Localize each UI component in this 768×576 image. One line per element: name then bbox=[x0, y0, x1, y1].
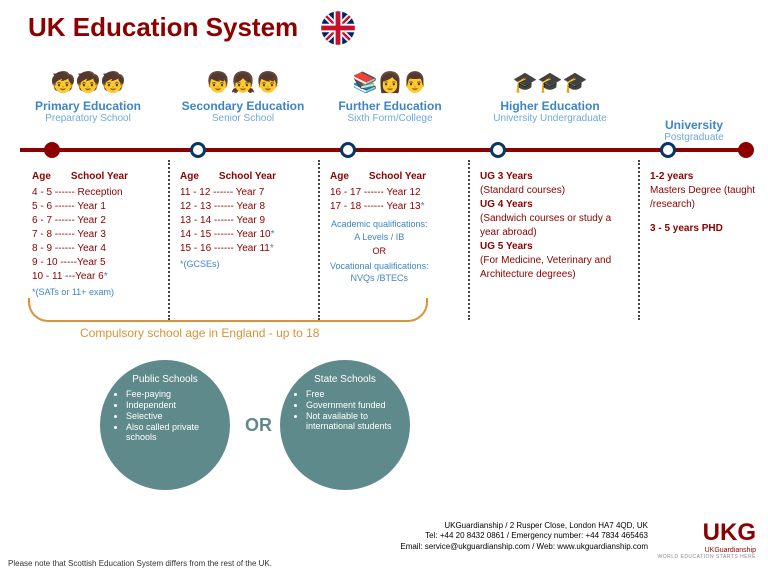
degree-item: UG 5 Years(For Medicine, Veterinary and … bbox=[480, 240, 630, 282]
contact-tel: Tel: +44 20 8432 0861 / Emergency number… bbox=[400, 531, 648, 541]
state-schools-circle: State Schools FreeGovernment fundedNot av… bbox=[280, 360, 410, 490]
circle-item: Also called private schools bbox=[126, 422, 220, 442]
secondary-column: AgeSchool Year 11 - 12 ------ Year 712 - … bbox=[180, 170, 276, 271]
age-year-row: 12 - 13 ------ Year 8 bbox=[180, 200, 276, 214]
qualifications: Academic qualifications:A Levels / IB OR… bbox=[330, 218, 429, 285]
further-column: AgeSchool Year 16 - 17 ------ Year 1217 -… bbox=[330, 170, 429, 285]
timeline-node bbox=[738, 142, 754, 158]
circle-item: Selective bbox=[126, 411, 220, 421]
section-icon: 🎓🎓🎓 bbox=[470, 70, 630, 95]
age-year-row: 15 - 16 ------ Year 11* bbox=[180, 242, 276, 256]
circle-title: State Schools bbox=[290, 374, 400, 385]
section-sub: Postgraduate bbox=[644, 132, 744, 143]
column-separator bbox=[168, 160, 170, 320]
footer-note: Please note that Scottish Education Syst… bbox=[8, 559, 272, 568]
section-icon: 📚👩👨 bbox=[330, 70, 450, 95]
degree-item: UG 3 Years(Standard courses) bbox=[480, 170, 630, 198]
degree-item: 3 - 5 years PHD bbox=[650, 222, 760, 236]
logo-main: UKG bbox=[657, 519, 756, 547]
section-title: University bbox=[644, 118, 744, 132]
section-header: 🎓🎓🎓 Higher EducationUniversity Undergradu… bbox=[470, 70, 630, 124]
section-icon: 🧒🧒🧒 bbox=[28, 70, 148, 95]
circle-title: Public Schools bbox=[110, 374, 220, 385]
primary-column: AgeSchool Year 4 - 5 ------ Reception5 - … bbox=[32, 170, 128, 299]
column-separator bbox=[638, 160, 640, 320]
logo-tag: WORLD EDUCATION STARTS HERE bbox=[657, 554, 756, 560]
col-note: *(GCSEs) bbox=[180, 258, 276, 271]
section-header: 👦👧👦 Secondary EducationSenior School bbox=[178, 70, 308, 124]
section-sub: Senior School bbox=[178, 113, 308, 124]
col-header: AgeSchool Year bbox=[180, 170, 276, 184]
age-year-row: 7 - 8 ------ Year 3 bbox=[32, 228, 128, 242]
section-header: 🧒🧒🧒 Primary EducationPreparatory School bbox=[28, 70, 148, 124]
logo: UKG UKGuardianship WORLD EDUCATION START… bbox=[657, 519, 756, 560]
or-label: OR bbox=[245, 415, 272, 436]
column-separator bbox=[468, 160, 470, 320]
page-title: UK Education System bbox=[28, 12, 298, 43]
timeline-node bbox=[190, 142, 206, 158]
timeline-node bbox=[490, 142, 506, 158]
column-separator bbox=[318, 160, 320, 320]
age-year-row: 11 - 12 ------ Year 7 bbox=[180, 186, 276, 200]
circle-item: Not available to international students bbox=[306, 411, 400, 431]
section-sub: Sixth Form/College bbox=[330, 113, 450, 124]
age-year-row: 6 - 7 ------ Year 2 bbox=[32, 214, 128, 228]
degree-item: UG 4 Years(Sandwich courses or study a y… bbox=[480, 198, 630, 240]
col-header: AgeSchool Year bbox=[32, 170, 128, 184]
age-year-row: 8 - 9 ------ Year 4 bbox=[32, 242, 128, 256]
section-title: Primary Education bbox=[28, 99, 148, 113]
col-note: *(SATs or 11+ exam) bbox=[32, 286, 128, 299]
age-year-row: 17 - 18 ------ Year 13* bbox=[330, 200, 429, 214]
section-sub: University Undergraduate bbox=[470, 113, 630, 124]
col-header: AgeSchool Year bbox=[330, 170, 429, 184]
age-year-row: 9 - 10 -----Year 5 bbox=[32, 256, 128, 270]
logo-sub: UKGuardianship bbox=[657, 547, 756, 554]
contact-info: UKGuardianship / 2 Rusper Close, London … bbox=[400, 521, 648, 552]
age-year-row: 13 - 14 ------ Year 9 bbox=[180, 214, 276, 228]
timeline-line bbox=[20, 148, 748, 152]
timeline-node bbox=[44, 142, 60, 158]
section-title: Secondary Education bbox=[178, 99, 308, 113]
uk-flag-icon bbox=[320, 10, 356, 51]
circle-item: Independent bbox=[126, 400, 220, 410]
timeline-node bbox=[660, 142, 676, 158]
section-sub: Preparatory School bbox=[28, 113, 148, 124]
section-icon: 👦👧👦 bbox=[178, 70, 308, 95]
degree-item: 1-2 yearsMasters Degree (taught /researc… bbox=[650, 170, 760, 212]
section-header: 📚👩👨 Further EducationSixth Form/College bbox=[330, 70, 450, 124]
compulsory-label: Compulsory school age in England - up to… bbox=[80, 326, 319, 340]
contact-addr: UKGuardianship / 2 Rusper Close, London … bbox=[400, 521, 648, 531]
circle-item: Government funded bbox=[306, 400, 400, 410]
contact-web: Email: service@ukguardianship.com / Web:… bbox=[400, 542, 648, 552]
postgrad-column: 1-2 yearsMasters Degree (taught /researc… bbox=[650, 170, 760, 246]
timeline bbox=[20, 148, 748, 152]
compulsory-bracket bbox=[28, 298, 428, 322]
circle-item: Free bbox=[306, 389, 400, 399]
age-year-row: 14 - 15 ------ Year 10* bbox=[180, 228, 276, 242]
timeline-node bbox=[340, 142, 356, 158]
age-year-row: 16 - 17 ------ Year 12 bbox=[330, 186, 429, 200]
section-title: Higher Education bbox=[470, 99, 630, 113]
section-title: Further Education bbox=[330, 99, 450, 113]
circle-item: Fee-paying bbox=[126, 389, 220, 399]
section-header: UniversityPostgraduate bbox=[644, 118, 744, 143]
public-schools-circle: Public Schools Fee-payingIndependentSelec… bbox=[100, 360, 230, 490]
age-year-row: 4 - 5 ------ Reception bbox=[32, 186, 128, 200]
age-year-row: 5 - 6 ------ Year 1 bbox=[32, 200, 128, 214]
higher-column: UG 3 Years(Standard courses)UG 4 Years(S… bbox=[480, 170, 630, 282]
age-year-row: 10 - 11 ---Year 6* bbox=[32, 270, 128, 284]
